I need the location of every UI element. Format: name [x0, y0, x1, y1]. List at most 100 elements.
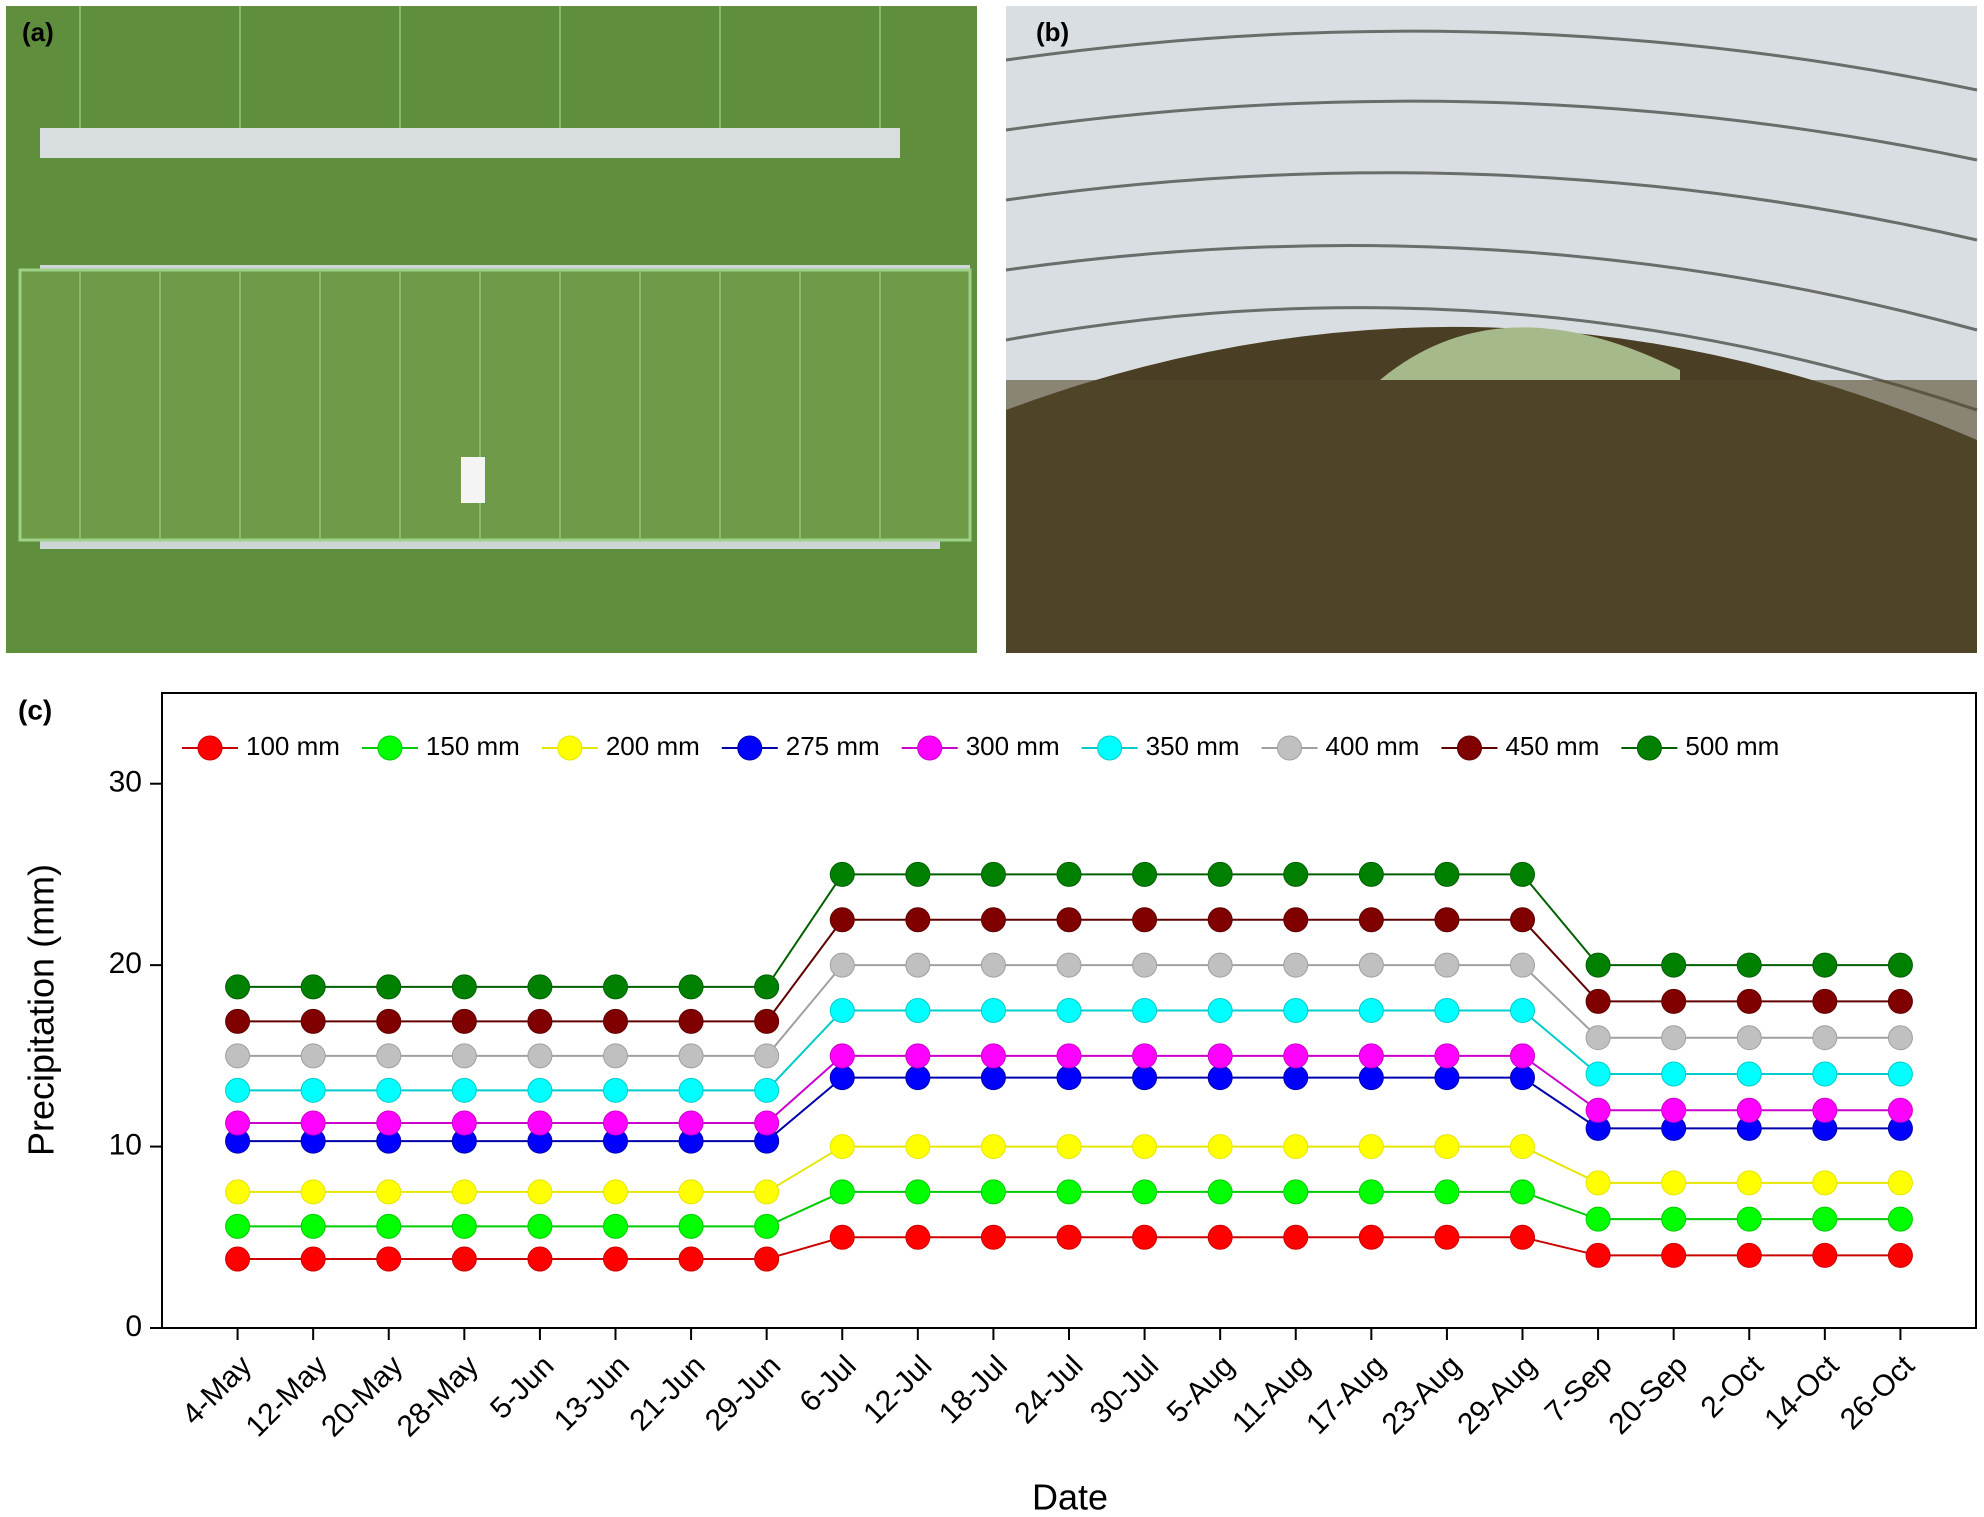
data-point — [1510, 1224, 1535, 1250]
data-point — [1434, 907, 1460, 933]
data-point — [603, 1077, 628, 1103]
data-point — [980, 952, 1006, 978]
data-point — [1056, 952, 1082, 978]
data-point — [905, 1043, 931, 1069]
data-point — [1283, 1134, 1309, 1160]
data-point — [376, 974, 402, 1000]
x-tick-label: 11-Aug — [1226, 1349, 1316, 1439]
data-point — [1887, 1061, 1913, 1087]
data-point — [376, 1213, 402, 1239]
data-point — [1887, 1170, 1913, 1196]
data-point — [1132, 861, 1158, 887]
data-point — [980, 861, 1006, 887]
data-point — [1283, 1065, 1309, 1091]
data-point — [1283, 861, 1309, 887]
data-point — [678, 1246, 704, 1272]
data-point — [1434, 1224, 1460, 1250]
data-point — [527, 1110, 553, 1136]
data-point — [1434, 1134, 1460, 1160]
data-point — [300, 1008, 326, 1034]
data-point — [300, 1179, 326, 1205]
data-point — [980, 1043, 1006, 1069]
x-tick-label: 17-Aug — [1300, 1349, 1392, 1441]
data-point — [980, 1065, 1006, 1091]
data-point — [1736, 988, 1762, 1014]
data-point — [1585, 1242, 1611, 1268]
x-tick-label: 12-May — [240, 1349, 334, 1443]
data-point — [754, 1043, 780, 1069]
data-point — [829, 1179, 855, 1205]
data-point — [1887, 988, 1913, 1014]
data-point — [1358, 861, 1384, 887]
data-point — [980, 1134, 1006, 1160]
data-point — [1585, 988, 1611, 1014]
data-point — [1585, 952, 1611, 978]
legend-label: 275 mm — [786, 731, 880, 761]
data-point — [905, 998, 931, 1023]
data-point — [905, 1179, 931, 1205]
data-point — [1736, 1061, 1762, 1087]
data-point — [1510, 1179, 1535, 1205]
data-point — [905, 952, 931, 978]
data-point — [527, 1246, 553, 1272]
legend-label: 300 mm — [966, 731, 1060, 761]
data-point — [829, 1043, 855, 1069]
data-point — [1132, 1065, 1158, 1091]
data-point — [1661, 1061, 1687, 1087]
panel-label: (b) — [1036, 17, 1069, 47]
data-point — [1283, 1224, 1309, 1250]
data-point — [1887, 1097, 1913, 1123]
data-point — [1812, 1097, 1838, 1123]
data-point — [527, 974, 553, 1000]
data-point — [1207, 1065, 1233, 1091]
data-point — [1736, 1025, 1762, 1051]
x-tick-label: 29-Jun — [699, 1349, 787, 1437]
data-point — [603, 1110, 628, 1136]
data-point — [1887, 1025, 1913, 1051]
x-tick-label: 12-Jul — [857, 1349, 938, 1430]
data-point — [1510, 1134, 1535, 1160]
data-point — [905, 1065, 931, 1091]
data-point — [1358, 907, 1384, 933]
data-point — [754, 1008, 780, 1034]
data-point — [376, 1110, 402, 1136]
data-point — [829, 1065, 855, 1091]
legend-marker — [1456, 735, 1482, 761]
data-point — [1661, 1242, 1687, 1268]
data-point — [1207, 1179, 1233, 1205]
data-point — [1207, 952, 1233, 978]
data-point — [1132, 907, 1158, 933]
data-point — [1434, 1065, 1460, 1091]
x-tick-label: 30-Jul — [1084, 1349, 1165, 1430]
data-point — [1661, 1097, 1687, 1123]
data-point — [300, 1110, 326, 1136]
data-point — [678, 974, 704, 1000]
x-tick-label: 23-Aug — [1376, 1349, 1468, 1441]
data-point — [603, 1213, 628, 1239]
data-point — [1434, 952, 1460, 978]
data-point — [1132, 1134, 1158, 1160]
data-point — [451, 1110, 477, 1136]
data-point — [1812, 1206, 1838, 1232]
data-point — [678, 1077, 704, 1103]
data-point — [829, 861, 855, 887]
x-tick-label: 29-Aug — [1451, 1349, 1543, 1441]
legend-marker — [1636, 735, 1662, 761]
data-point — [1585, 1097, 1611, 1123]
data-point — [1434, 998, 1460, 1023]
data-point — [1510, 1065, 1535, 1091]
data-point — [1585, 1206, 1611, 1232]
data-point — [1283, 952, 1309, 978]
x-tick-label: 20-Sep — [1602, 1349, 1694, 1441]
data-point — [1812, 952, 1838, 978]
data-point — [1434, 1179, 1460, 1205]
data-point — [527, 1043, 553, 1069]
y-tick-label: 20 — [109, 947, 142, 980]
data-point — [1056, 1043, 1082, 1069]
data-point — [1132, 952, 1158, 978]
data-point — [451, 1179, 477, 1205]
legend-marker — [1097, 735, 1123, 761]
data-point — [225, 1043, 251, 1069]
panel-label: (c) — [18, 694, 52, 725]
